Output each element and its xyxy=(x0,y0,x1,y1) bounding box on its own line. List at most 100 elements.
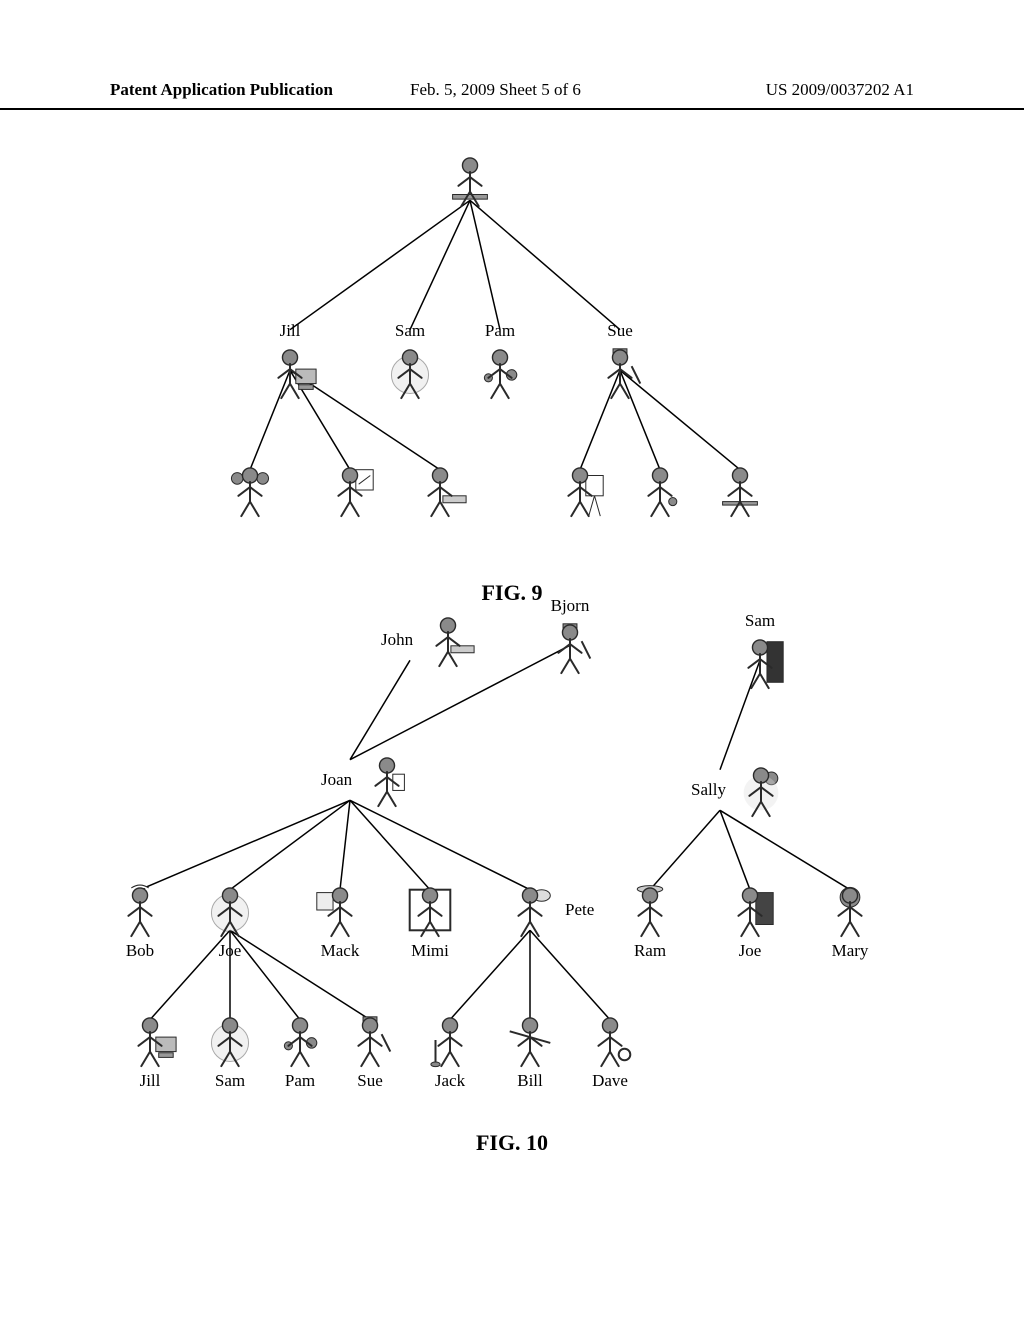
node-jill2: Jill xyxy=(121,1011,179,1091)
person-worker-icon xyxy=(541,618,599,676)
node-jill: Jill xyxy=(261,321,319,401)
person-table-icon xyxy=(711,461,769,519)
person-computer-icon xyxy=(121,1011,179,1069)
edge xyxy=(470,200,620,329)
node-joe: Joe xyxy=(201,881,259,961)
node-bjorn: Bjorn xyxy=(541,596,599,676)
node-sam2: Sam xyxy=(201,1011,259,1091)
edge xyxy=(350,800,430,889)
node-label: Joan xyxy=(321,770,352,790)
person-round-icon xyxy=(381,343,439,401)
node-john: John xyxy=(381,611,477,669)
node-label: Sally xyxy=(691,780,726,800)
edge xyxy=(350,800,530,889)
node-samT: Sam xyxy=(731,611,789,691)
person-chart-icon xyxy=(321,461,379,519)
node-pam2: Pam xyxy=(271,1011,329,1091)
person-plunger-icon xyxy=(421,1011,479,1069)
node-c2 xyxy=(321,461,379,519)
node-mimi: Mimi xyxy=(401,881,459,961)
node-label: Pam xyxy=(285,1071,315,1091)
node-label: Pete xyxy=(565,900,594,920)
person-worker-icon xyxy=(591,343,649,401)
group-icon xyxy=(221,461,279,519)
node-ram: Ram xyxy=(621,881,679,961)
node-pam: Pam xyxy=(471,321,529,401)
edge xyxy=(340,800,350,889)
person-doll-icon xyxy=(631,461,689,519)
edge xyxy=(720,810,850,889)
person-pair-icon xyxy=(732,761,790,819)
person-computer-icon xyxy=(261,343,319,401)
person-plumber-icon xyxy=(581,1011,639,1069)
edge xyxy=(450,930,530,1019)
node-label: Sam xyxy=(215,1071,245,1091)
node-c4 xyxy=(551,461,609,519)
edge-layer xyxy=(0,0,1024,1320)
page: Patent Application Publication Feb. 5, 2… xyxy=(0,0,1024,1320)
node-label: Bob xyxy=(126,941,154,961)
node-dave: Dave xyxy=(581,1011,639,1091)
fig10-caption: FIG. 10 xyxy=(0,1130,1024,1156)
node-c3 xyxy=(411,461,469,519)
node-label: Mary xyxy=(832,941,869,961)
fig9-caption: FIG. 9 xyxy=(0,580,1024,606)
person-family-icon xyxy=(471,343,529,401)
person-server-icon xyxy=(731,633,789,691)
edge xyxy=(530,930,610,1019)
person-worker-icon xyxy=(341,1011,399,1069)
edge xyxy=(140,800,350,889)
node-label: Mack xyxy=(321,941,360,961)
node-joan: Joan xyxy=(321,751,416,809)
node-label: John xyxy=(381,630,413,650)
node-sam: Sam xyxy=(381,321,439,401)
person-round-icon xyxy=(201,881,259,939)
node-label: Bill xyxy=(517,1071,543,1091)
person-keyboard-icon xyxy=(419,611,477,669)
node-label: Mimi xyxy=(411,941,449,961)
node-label: Sue xyxy=(357,1071,383,1091)
node-label: Ram xyxy=(634,941,666,961)
person-box-icon xyxy=(721,881,779,939)
node-mary: Mary xyxy=(821,881,879,961)
edge xyxy=(230,800,350,889)
person-teacher-icon xyxy=(311,881,369,939)
person-kid-icon xyxy=(821,881,879,939)
node-label: Dave xyxy=(592,1071,628,1091)
node-sue: Sue xyxy=(591,321,649,401)
edge xyxy=(650,810,720,889)
node-label: Jack xyxy=(435,1071,465,1091)
edge xyxy=(470,200,500,329)
node-bill: Bill xyxy=(501,1011,559,1091)
person-desk-icon xyxy=(441,151,499,209)
node-sue2: Sue xyxy=(341,1011,399,1091)
node-label: Pam xyxy=(485,321,515,341)
edge xyxy=(290,200,470,329)
edge xyxy=(410,200,470,329)
node-c6 xyxy=(711,461,769,519)
person-cloud-icon xyxy=(501,881,559,939)
person-keyboard-icon xyxy=(411,461,469,519)
node-pete: Pete xyxy=(501,881,594,939)
node-label: Joe xyxy=(739,941,762,961)
person-frame-icon xyxy=(401,881,459,939)
person-family-icon xyxy=(271,1011,329,1069)
person-cook-icon xyxy=(111,881,169,939)
node-root xyxy=(441,151,499,209)
node-label: Jill xyxy=(280,321,301,341)
edge xyxy=(720,810,750,889)
node-joe2: Joe xyxy=(721,881,779,961)
person-round-icon xyxy=(201,1011,259,1069)
node-label: Sue xyxy=(607,321,633,341)
node-c5 xyxy=(631,461,689,519)
node-label: Sam xyxy=(745,611,775,631)
person-stretch-icon xyxy=(501,1011,559,1069)
node-mack: Mack xyxy=(311,881,369,961)
node-label: Joe xyxy=(219,941,242,961)
node-label: Jill xyxy=(140,1071,161,1091)
node-label: Sam xyxy=(395,321,425,341)
person-manager-icon xyxy=(358,751,416,809)
node-sally: Sally xyxy=(691,761,790,819)
node-bob: Bob xyxy=(111,881,169,961)
person-hat-icon xyxy=(621,881,679,939)
